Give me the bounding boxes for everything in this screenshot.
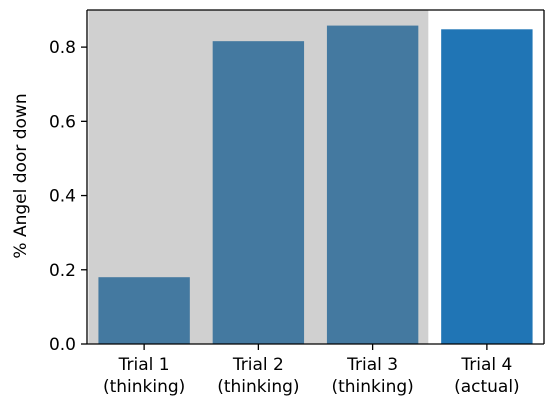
y-tick-label: 0.8	[49, 38, 76, 58]
x-tick-label-line: (thinking)	[103, 377, 185, 397]
y-axis-title: % Angel door down	[11, 93, 31, 258]
x-tick-label-line: (actual)	[454, 377, 520, 397]
x-tick-label: Trial 2 (thinking)	[217, 355, 299, 397]
x-tick-label: Trial 4 (actual)	[454, 355, 520, 397]
bar-trial-1	[98, 277, 190, 344]
y-tick-label: 0.6	[49, 112, 76, 132]
y-tick-label: 0.4	[49, 187, 76, 207]
y-tick-label: 0.2	[49, 261, 76, 281]
x-tick-label: Trial 3 (thinking)	[331, 355, 413, 397]
x-tick-label-line: Trial 1	[118, 355, 170, 375]
x-tick-label-line: Trial 3	[346, 355, 398, 375]
x-tick-label-line: Trial 4	[460, 355, 512, 375]
axes-layer	[86, 9, 545, 345]
bar-trial-4	[441, 29, 533, 344]
x-tick-label-line: (thinking)	[217, 377, 299, 397]
bars-layer	[98, 25, 533, 344]
x-tick-label: Trial 1 (thinking)	[103, 355, 185, 397]
x-tick-label-line: Trial 2	[232, 355, 284, 375]
x-tick-label-line: (thinking)	[331, 377, 413, 397]
y-tick-label: 0.0	[49, 335, 76, 355]
bar-trial-3	[326, 25, 419, 344]
bar-trial-2	[212, 41, 305, 344]
